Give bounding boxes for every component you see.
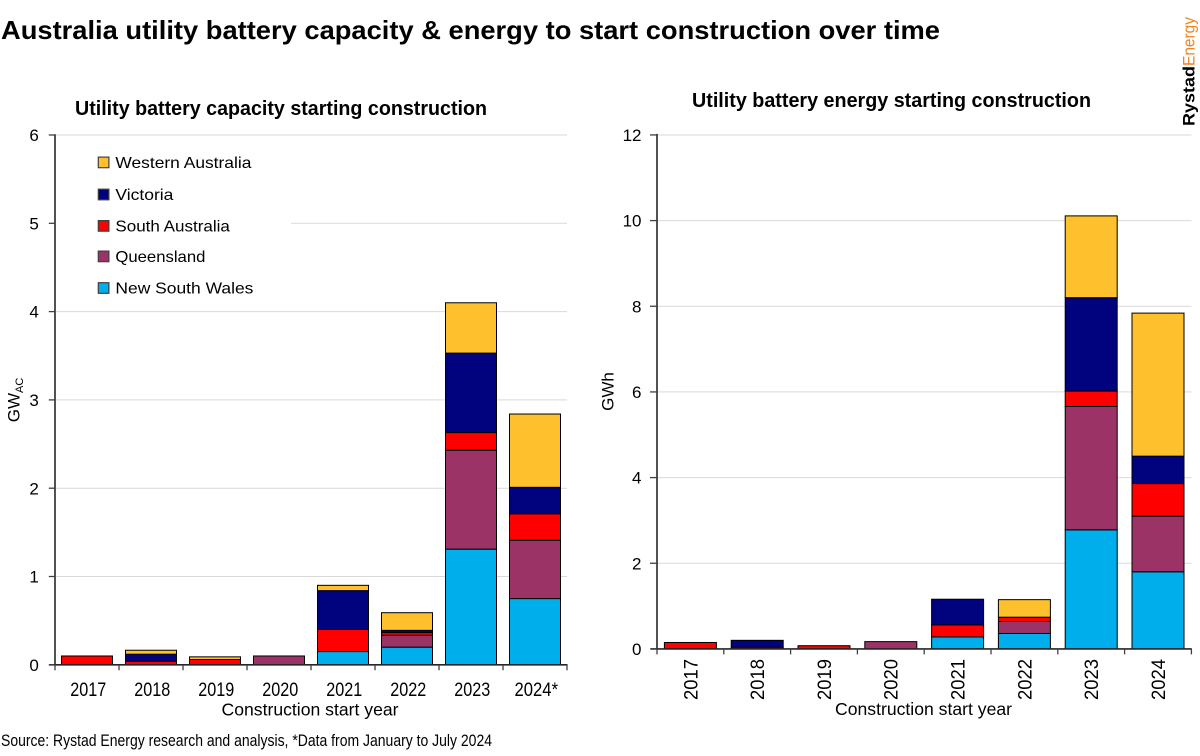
svg-text:4: 4 — [29, 303, 38, 322]
svg-text:Construction start year: Construction start year — [222, 700, 399, 720]
svg-text:3: 3 — [29, 391, 38, 410]
svg-text:Victoria: Victoria — [115, 187, 173, 204]
svg-text:0: 0 — [29, 656, 38, 675]
svg-text:6: 6 — [29, 126, 38, 145]
svg-text:12: 12 — [623, 126, 642, 145]
svg-text:Western Australia: Western Australia — [115, 155, 251, 172]
svg-text:10: 10 — [623, 212, 642, 231]
svg-text:2020: 2020 — [262, 680, 298, 701]
svg-text:RystadEnergy: RystadEnergy — [1181, 16, 1199, 126]
svg-text:2021: 2021 — [326, 680, 362, 701]
svg-text:2: 2 — [29, 479, 38, 498]
svg-text:2021: 2021 — [949, 659, 970, 700]
svg-text:2022: 2022 — [1015, 659, 1036, 700]
svg-text:1: 1 — [29, 568, 38, 587]
svg-text:Queensland: Queensland — [115, 249, 205, 266]
svg-text:6: 6 — [632, 383, 641, 402]
svg-text:0: 0 — [632, 640, 641, 659]
svg-text:2023: 2023 — [454, 680, 490, 701]
svg-text:Australia utility battery capa: Australia utility battery capacity & ene… — [1, 15, 940, 45]
svg-text:Source: Rystad Energy research: Source: Rystad Energy research and analy… — [1, 732, 492, 750]
svg-text:2017: 2017 — [70, 680, 106, 701]
svg-text:2019: 2019 — [198, 680, 234, 701]
svg-text:GWh: GWh — [599, 372, 618, 411]
svg-text:5: 5 — [29, 214, 38, 233]
svg-text:2018: 2018 — [748, 659, 769, 700]
svg-text:2024: 2024 — [1149, 659, 1170, 700]
svg-text:2: 2 — [632, 554, 641, 573]
svg-text:2023: 2023 — [1082, 659, 1103, 700]
svg-text:2024*: 2024* — [515, 680, 559, 701]
svg-text:South Australia: South Australia — [115, 219, 230, 236]
svg-text:4: 4 — [632, 469, 641, 488]
svg-text:2020: 2020 — [882, 659, 903, 700]
svg-text:Utility battery energy startin: Utility battery energy starting construc… — [692, 90, 1091, 112]
svg-text:2018: 2018 — [134, 680, 170, 701]
svg-text:8: 8 — [632, 297, 641, 316]
svg-text:Construction start year: Construction start year — [835, 699, 1012, 719]
svg-text:2022: 2022 — [390, 680, 426, 701]
svg-text:2017: 2017 — [681, 659, 702, 700]
svg-text:Utility battery capacity start: Utility battery capacity starting constr… — [75, 98, 487, 120]
svg-text:New South Wales: New South Wales — [115, 281, 253, 298]
svg-text:2019: 2019 — [815, 659, 836, 700]
